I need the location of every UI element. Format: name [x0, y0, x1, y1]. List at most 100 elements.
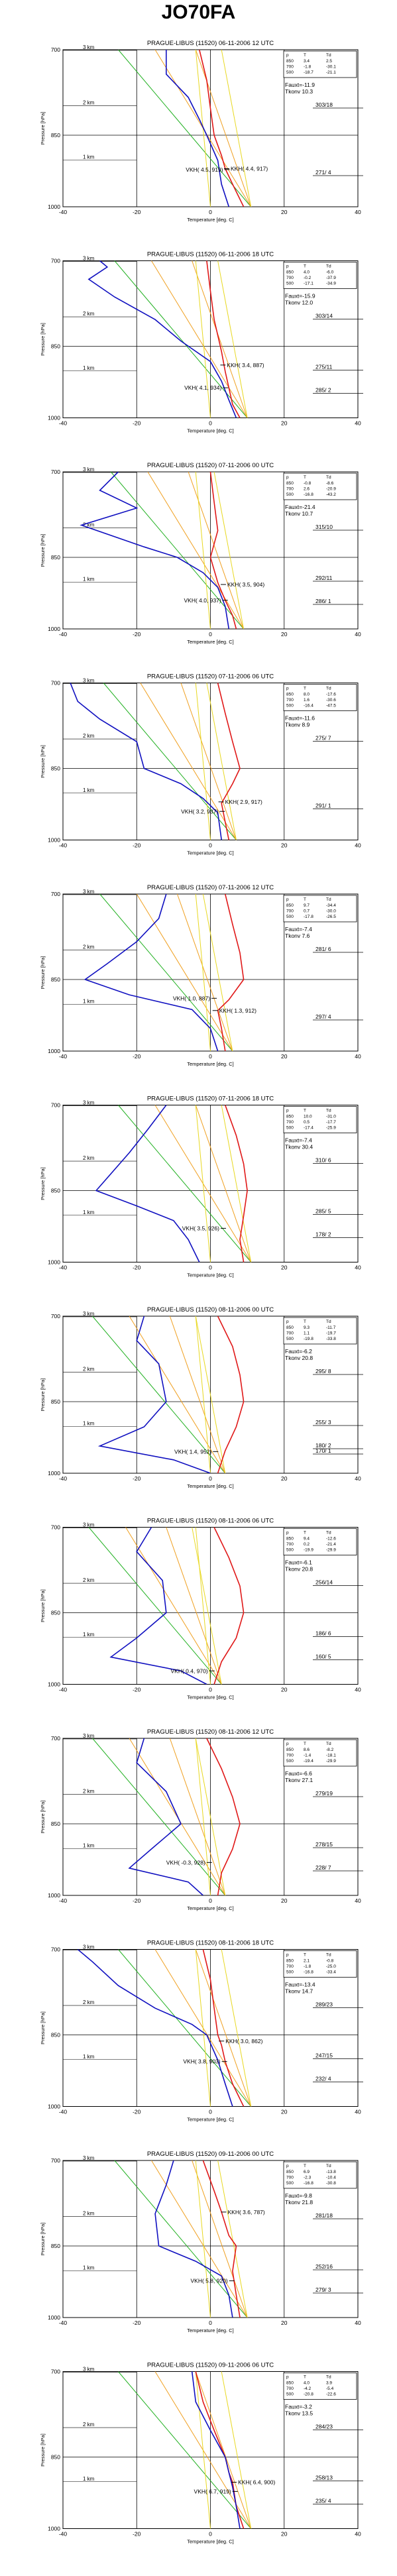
dewpoint-curve — [97, 1316, 211, 1473]
y-axis-label: Pressure [hPa] — [40, 1167, 46, 1200]
tkonv-value: Tkonv 20.8 — [285, 1355, 313, 1361]
table-cell: 700 — [286, 1120, 294, 1125]
y-tick-label: 850 — [51, 2032, 60, 2039]
reference-line-green — [114, 260, 248, 418]
table-cell: -20.8 — [304, 2392, 313, 2397]
reference-line-orange — [176, 894, 233, 1051]
x-tick-label: -20 — [133, 2320, 141, 2326]
x-axis-label: Temperature [deg. C] — [187, 1695, 233, 1701]
plot-area — [77, 1949, 252, 2107]
table-cell: 700 — [286, 1331, 294, 1336]
tkonv-value: Tkonv 10.7 — [285, 510, 313, 517]
table-header: T — [304, 1531, 306, 1536]
table-header: T — [304, 687, 306, 691]
table-cell: 500 — [286, 704, 294, 708]
table-cell: -11.7 — [326, 1325, 336, 1330]
table-cell: -16.4 — [304, 704, 313, 708]
dewpoint-curve — [109, 1527, 207, 1685]
wind-label: 178/ 2 — [315, 1231, 331, 1238]
kkh-label: KKH( 3.4, 887) — [227, 362, 264, 368]
x-tick-label: 40 — [355, 420, 361, 427]
table-header: T — [304, 2375, 306, 2380]
wind-label: 303/14 — [315, 313, 333, 319]
reference-line-yellow — [195, 2371, 211, 2529]
table-cell: 10.0 — [304, 1115, 312, 1119]
x-tick-label: 40 — [355, 2109, 361, 2115]
tkonv-value: Tkonv 20.8 — [285, 1566, 313, 1573]
y-tick-label: 850 — [51, 343, 60, 350]
x-tick-label: 20 — [281, 209, 288, 215]
table-cell: 4.0 — [304, 2381, 310, 2386]
x-axis-label: Temperature [deg. C] — [187, 1483, 233, 1489]
table-cell: 500 — [286, 2392, 294, 2397]
table-cell: 500 — [286, 915, 294, 919]
y-tick-label: 700 — [51, 1313, 60, 1319]
temperature-curve — [206, 260, 241, 418]
temperature-curve — [213, 1527, 245, 1685]
plot-area — [118, 50, 252, 207]
x-tick-label: -20 — [133, 842, 141, 849]
table-cell: -19.4 — [304, 1759, 313, 1764]
x-tick-label: 0 — [209, 1264, 212, 1271]
table-cell: 8.6 — [304, 1748, 310, 1752]
table-cell: 850 — [286, 481, 294, 486]
info-table — [283, 473, 357, 500]
wind-label: 281/18 — [315, 2212, 333, 2219]
kkh-label: KKH( 3.6, 787) — [228, 2209, 265, 2215]
reference-line-yellow — [195, 1316, 211, 1473]
x-tick-label: 0 — [209, 420, 212, 427]
table-header: T — [304, 1953, 306, 1958]
x-tick-label: 20 — [281, 1264, 288, 1271]
dewpoint-curve — [77, 1949, 233, 2107]
x-tick-label: -40 — [59, 2109, 68, 2115]
table-cell: 500 — [286, 2181, 294, 2186]
chart-title: PRAGUE-LIBUS (11520) 07-11-2006 18 UTC — [147, 1095, 274, 1103]
table-header: Td — [326, 475, 331, 480]
reference-line-orange — [169, 1738, 226, 1895]
info-table — [283, 1528, 357, 1555]
y-axis-label: Pressure [hPa] — [40, 2223, 46, 2256]
wind-label: 255/ 3 — [315, 1419, 331, 1426]
height-label: 2 km — [83, 944, 95, 950]
height-label: 1 km — [83, 1420, 95, 1426]
reference-line-green — [92, 1316, 226, 1473]
table-cell: 9.3 — [304, 1325, 310, 1330]
chart-title: PRAGUE-LIBUS (11520) 08-11-2006 00 UTC — [147, 1306, 274, 1314]
reference-line-yellow — [217, 260, 248, 418]
tkonv-value: Tkonv 14.7 — [285, 1988, 313, 1995]
reference-line-green — [118, 1949, 252, 2107]
height-label: 2 km — [83, 1789, 95, 1795]
y-axis-label: Pressure [hPa] — [40, 745, 46, 778]
y-tick-label: 700 — [51, 1946, 60, 1953]
wind-label: 228/ 7 — [315, 1864, 331, 1871]
wind-label: 271/ 4 — [315, 169, 331, 176]
height-label: 1 km — [83, 2476, 95, 2482]
x-tick-label: 20 — [281, 2320, 288, 2326]
reference-line-green — [99, 894, 233, 1051]
reference-line-orange — [195, 1949, 252, 2107]
y-tick-label: 850 — [51, 1188, 60, 1194]
table-header: p — [286, 1319, 289, 1324]
reference-line-yellow — [195, 1738, 226, 1895]
height-label: 3 km — [83, 1522, 95, 1528]
plot-area — [118, 2371, 252, 2529]
y-tick-label: 1000 — [48, 1048, 60, 1054]
table-cell: -43.2 — [326, 492, 336, 497]
y-tick-label: 1000 — [48, 1259, 60, 1266]
vkh-label: VKH( 4.5, 919) — [186, 166, 223, 173]
reference-line-yellow — [195, 1949, 211, 2107]
table-cell: 700 — [286, 65, 294, 70]
chart-title: PRAGUE-LIBUS (11520) 06-11-2006 18 UTC — [147, 251, 274, 258]
y-tick-label: 1000 — [48, 1892, 60, 1899]
reference-line-yellow — [221, 2371, 252, 2529]
reference-line-yellow — [221, 1949, 252, 2107]
x-tick-label: 20 — [281, 1053, 288, 1060]
vkh-label: VKH( 3.8, 903) — [183, 2058, 220, 2065]
y-tick-label: 1000 — [48, 2314, 60, 2321]
y-tick-label: 1000 — [48, 2526, 60, 2532]
chart-title: PRAGUE-LIBUS (11520) 08-11-2006 18 UTC — [147, 1940, 274, 1947]
wind-label: 284/23 — [315, 2424, 333, 2430]
table-cell: 850 — [286, 2170, 294, 2174]
info-table — [283, 2161, 357, 2189]
x-tick-label: 40 — [355, 2320, 361, 2326]
